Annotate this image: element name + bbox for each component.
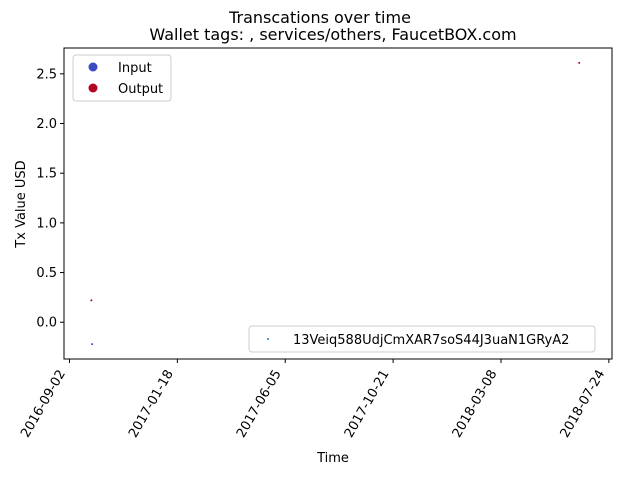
x-axis-label: Time bbox=[316, 451, 349, 466]
y-axis-ticks: 0.0 0.5 1.0 1.5 2.0 2.5 bbox=[36, 67, 64, 331]
chart-title: Transcations over time bbox=[228, 8, 411, 27]
x-tick-label: 2018-07-24 bbox=[558, 368, 609, 441]
wallet-legend-marker bbox=[267, 338, 269, 340]
legend-marker-output bbox=[88, 83, 98, 93]
legend-label-input: Input bbox=[118, 61, 152, 76]
legend-label-output: Output bbox=[118, 82, 163, 97]
x-tick-label: 2017-10-21 bbox=[342, 368, 393, 441]
wallet-legend: 13Veiq588UdjCmXAR7soS44J3uaN1GRyA2 bbox=[248, 325, 596, 353]
x-tick-label: 2016-09-02 bbox=[18, 368, 69, 441]
y-tick-label: 1.0 bbox=[36, 216, 57, 231]
y-tick-label: 1.5 bbox=[36, 167, 57, 182]
data-point-input bbox=[91, 343, 94, 346]
wallet-legend-label: 13Veiq588UdjCmXAR7soS44J3uaN1GRyA2 bbox=[293, 333, 569, 348]
x-tick-label: 2018-03-08 bbox=[450, 368, 501, 441]
x-tick-label: 2017-01-18 bbox=[126, 368, 177, 441]
legend-marker-input bbox=[88, 62, 98, 72]
type-legend: Input Output bbox=[72, 54, 172, 102]
y-tick-label: 2.5 bbox=[36, 67, 57, 82]
data-point-output bbox=[90, 299, 93, 302]
y-axis-label: Tx Value USD bbox=[14, 160, 29, 248]
data-points bbox=[90, 61, 581, 346]
chart-subtitle: Wallet tags: , services/others, FaucetBO… bbox=[149, 25, 516, 44]
y-tick-label: 0.5 bbox=[36, 266, 57, 281]
wallet-legend-box bbox=[248, 325, 596, 353]
y-tick-label: 2.0 bbox=[36, 117, 57, 132]
type-legend-box bbox=[72, 54, 172, 102]
y-tick-label: 0.0 bbox=[36, 316, 57, 331]
x-tick-label: 2017-06-05 bbox=[234, 368, 285, 441]
x-axis-ticks: 2016-09-02 2017-01-18 2017-06-05 2017-10-21… bbox=[18, 359, 610, 441]
plot-area-frame bbox=[63, 47, 613, 360]
data-point-output bbox=[578, 61, 581, 64]
